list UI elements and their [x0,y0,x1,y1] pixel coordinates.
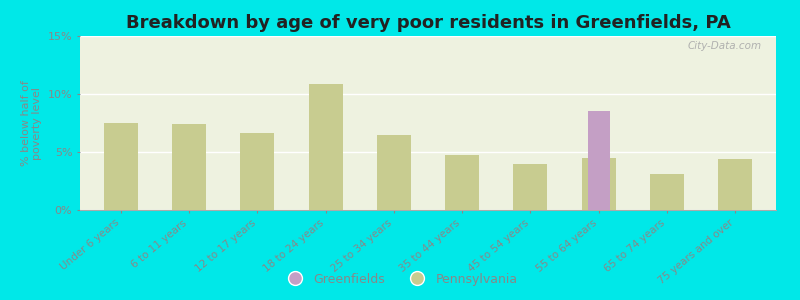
Bar [582,158,616,210]
Bar [650,174,684,210]
Bar [718,159,752,210]
Bar [445,155,479,210]
Bar [309,84,342,210]
Bar [587,111,610,210]
Bar [514,164,547,210]
Y-axis label: % below half of
poverty level: % below half of poverty level [21,80,42,166]
Text: City-Data.com: City-Data.com [688,41,762,51]
Bar [172,124,206,210]
Title: Breakdown by age of very poor residents in Greenfields, PA: Breakdown by age of very poor residents … [126,14,730,32]
Bar [240,134,274,210]
Bar [377,135,411,210]
Legend: Greenfields, Pennsylvania: Greenfields, Pennsylvania [278,268,522,291]
Bar [104,123,138,210]
